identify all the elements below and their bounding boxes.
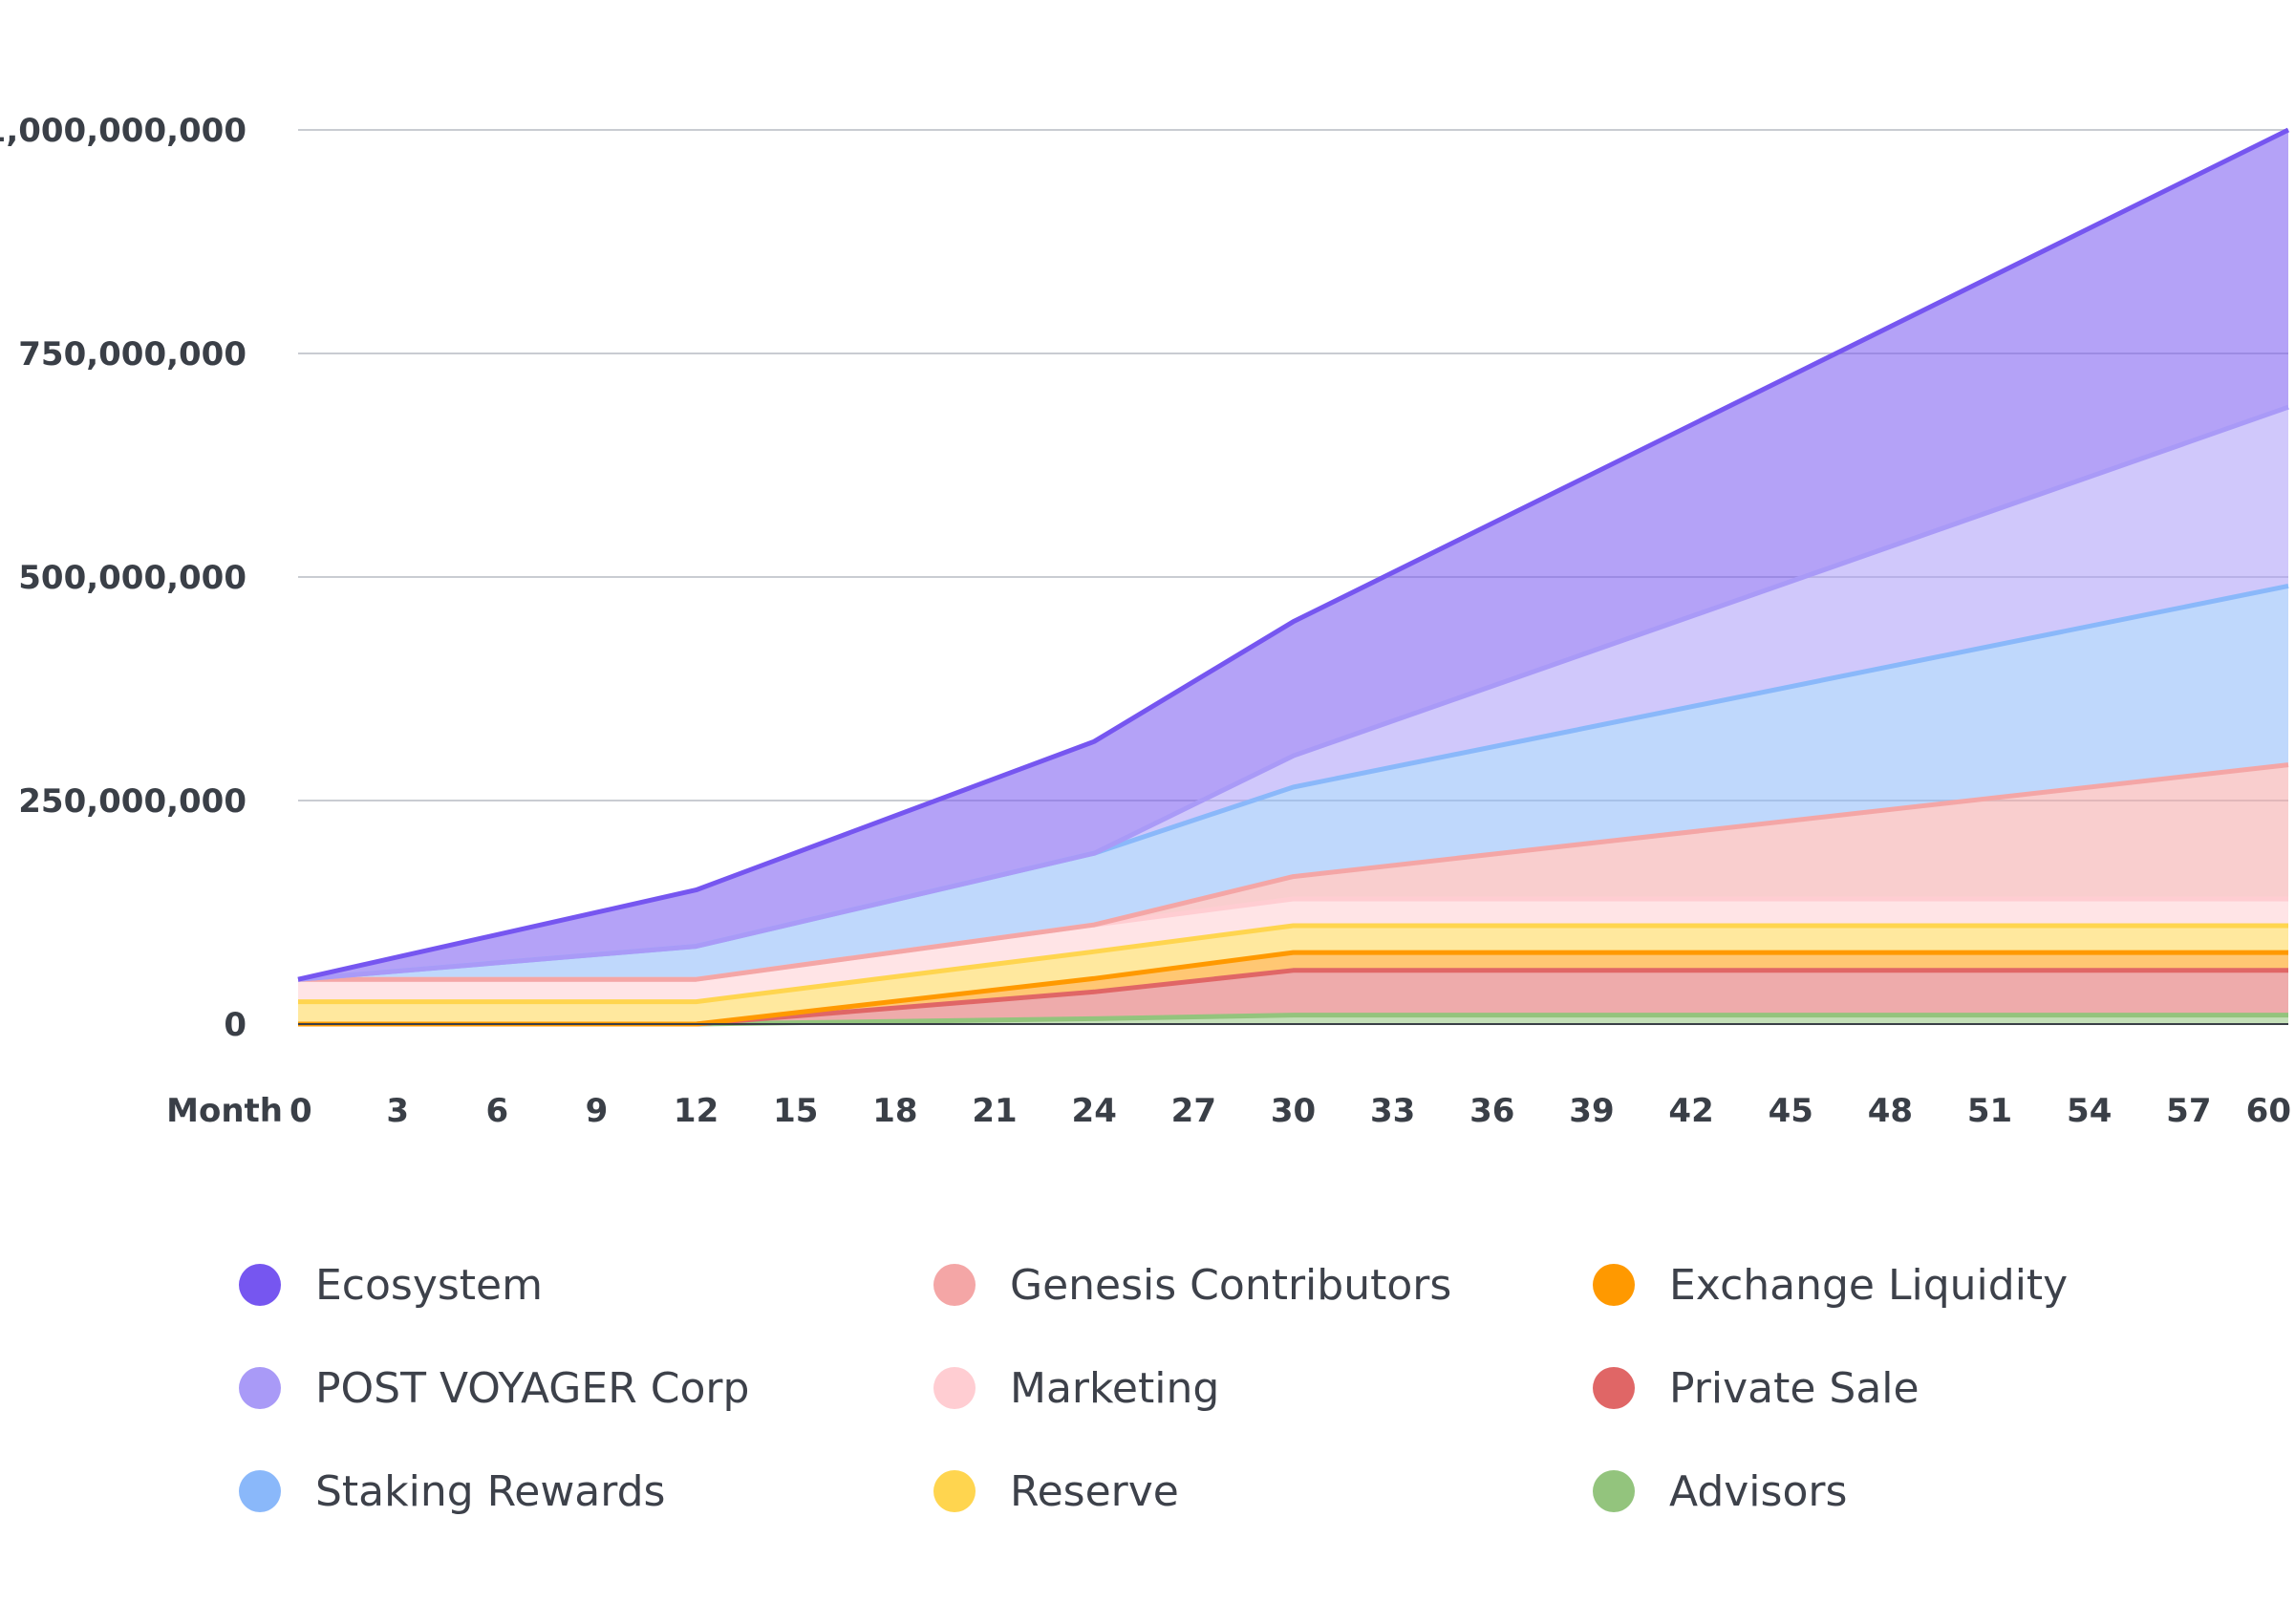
legend-item-ecosystem: Ecosystem [239,1256,543,1314]
legend-item-reserve: Reserve [933,1463,1179,1520]
y-tick-label: 750,000,000 [18,335,247,374]
y-tick-label: 1,000,000,000 [0,112,247,150]
legend-swatch [1593,1470,1635,1512]
line-reserve [298,923,2288,1005]
x-tick-label: 0 [290,1092,312,1130]
x-tick-label: 30 [1271,1092,1316,1130]
x-tick-label: 60 [2246,1092,2291,1130]
legend-item-advisors: Advisors [1593,1463,1847,1520]
x-tick-label: 15 [773,1092,818,1130]
legend-label: Private Sale [1669,1363,1920,1413]
legend-label: Advisors [1669,1466,1848,1516]
x-tick-label: 27 [1171,1092,1216,1130]
legend-item-exchange-liquidity: Exchange Liquidity [1593,1256,2068,1314]
x-tick-label: 42 [1668,1092,1713,1130]
legend-label: Ecosystem [315,1260,543,1310]
legend-item-post-voyager-corp: POST VOYAGER Corp [239,1359,749,1417]
x-tick-label: 39 [1569,1092,1614,1130]
legend-label: POST VOYAGER Corp [315,1363,750,1413]
legend-item-private-sale: Private Sale [1593,1359,1920,1417]
legend-swatch [239,1264,281,1306]
legend-label: Exchange Liquidity [1669,1260,2069,1310]
legend-swatch [1593,1264,1635,1306]
x-tick-label: 18 [872,1092,917,1130]
x-tick-label: 45 [1769,1092,1813,1130]
y-tick-label: 0 [224,1006,247,1044]
legend-swatch [239,1367,281,1409]
x-tick-label: 36 [1469,1092,1514,1130]
line-post-voyager-corp [297,404,2289,982]
legend-swatch [933,1264,976,1306]
legend-swatch [933,1470,976,1512]
area-private-sale [298,970,2288,1024]
x-tick-label: 24 [1072,1092,1117,1130]
area-genesis-contributors [298,764,2288,980]
legend-label: Reserve [1010,1466,1179,1516]
line-genesis-contributors [298,762,2289,982]
legend-label: Marketing [1010,1363,1220,1413]
legend-label: Staking Rewards [315,1466,666,1516]
area-staking-rewards [298,586,2288,980]
area-exchange-liquidity [298,952,2288,1024]
x-tick-label: 33 [1370,1092,1415,1130]
axes: 0 250,000,000 500,000,000 750,000,000 1,000,… [0,112,2291,1130]
y-tick-label: 500,000,000 [18,559,247,597]
x-tick-label: 12 [674,1092,719,1130]
x-tick-label: 3 [386,1092,409,1130]
x-tick-label: 51 [1967,1092,2012,1130]
x-tick-label: 21 [972,1092,1017,1130]
x-tick-label: 57 [2166,1092,2211,1130]
legend-swatch [239,1470,281,1512]
legend-swatch [933,1367,976,1409]
x-tick-label: 9 [586,1092,609,1130]
x-tick-label: 48 [1868,1092,1913,1130]
line-ecosystem [297,127,2290,982]
legend-item-staking-rewards: Staking Rewards [239,1463,665,1520]
y-tick-label: 250,000,000 [18,782,247,821]
x-tick-label: 54 [2067,1092,2112,1130]
legend-swatch [1593,1367,1635,1409]
legend-item-genesis-contributors: Genesis Contributors [933,1256,1451,1314]
legend-item-marketing: Marketing [933,1359,1219,1417]
x-axis-label: Month [166,1092,283,1130]
x-tick-label: 6 [485,1092,508,1130]
legend-label: Genesis Contributors [1010,1260,1452,1310]
stacked-area-chart: 0 250,000,000 500,000,000 750,000,000 1,000,… [0,112,2291,1130]
